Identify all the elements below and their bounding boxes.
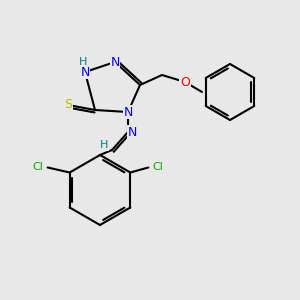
- Text: H: H: [100, 140, 108, 150]
- Text: H: H: [79, 57, 87, 67]
- Text: N: N: [80, 65, 90, 79]
- Text: Cl: Cl: [32, 161, 43, 172]
- Text: N: N: [123, 106, 133, 118]
- Text: O: O: [180, 76, 190, 88]
- Text: N: N: [110, 56, 120, 68]
- Text: N: N: [127, 125, 137, 139]
- Text: Cl: Cl: [153, 161, 164, 172]
- Text: S: S: [64, 98, 72, 112]
